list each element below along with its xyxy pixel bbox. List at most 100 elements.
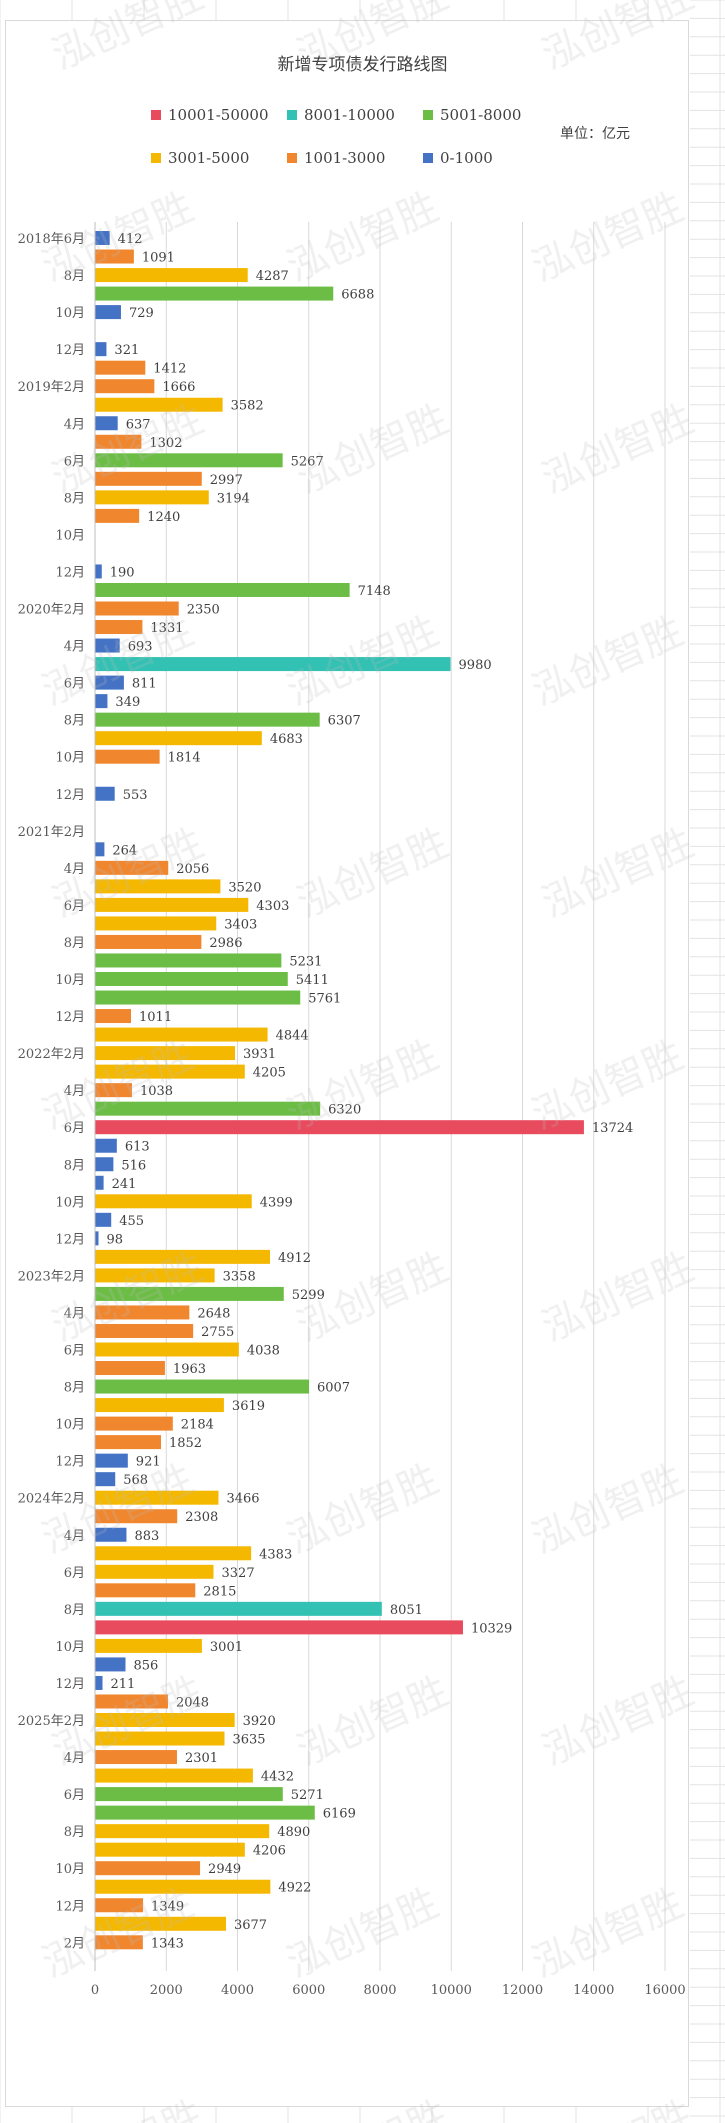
bar[interactable] [95,1323,194,1338]
bar[interactable] [95,1472,116,1487]
bar[interactable] [95,1416,173,1431]
watermark: 泓创智胜 [45,396,210,503]
bar[interactable] [95,1249,270,1264]
bar[interactable] [95,1453,128,1468]
bar[interactable] [95,1601,382,1616]
legend-item-3001-5000[interactable]: 3001-5000 [151,149,249,167]
bar[interactable] [95,675,124,690]
bar[interactable] [95,471,202,486]
bar[interactable] [95,1194,252,1209]
bar[interactable] [95,1861,201,1876]
bar[interactable] [95,249,134,264]
bar[interactable] [95,1620,463,1635]
bar[interactable] [95,1027,268,1042]
data-label: 613 [125,1140,150,1155]
bar[interactable] [95,842,105,857]
bar[interactable] [95,490,209,505]
bar[interactable] [95,1046,236,1061]
bar[interactable] [95,731,262,746]
bar[interactable] [95,1101,321,1116]
bar[interactable] [95,434,142,449]
bar[interactable] [95,620,143,635]
bar[interactable] [95,231,110,245]
bar[interactable] [95,1175,104,1190]
legend-item-10001-50000[interactable]: 10001-50000 [151,106,269,124]
bar[interactable] [95,1212,112,1227]
bar[interactable] [95,1546,252,1561]
bar[interactable] [95,916,217,931]
bar[interactable] [95,1713,235,1727]
bar[interactable] [95,1083,132,1098]
bar[interactable] [95,601,179,616]
bar[interactable] [95,879,221,894]
bar[interactable] [95,453,283,468]
bar[interactable] [95,953,282,968]
category-label: 8月 [64,491,85,506]
bar[interactable] [95,897,249,912]
legend-item-8001-10000[interactable]: 8001-10000 [287,106,395,124]
bar[interactable] [95,1805,315,1820]
bar[interactable] [95,416,118,431]
bar[interactable] [95,342,107,357]
bar[interactable] [95,1898,144,1913]
bar[interactable] [95,379,155,394]
bar[interactable] [95,268,248,283]
bar[interactable] [95,1490,219,1505]
bar[interactable] [95,564,102,579]
bar[interactable] [95,694,108,709]
bar[interactable] [95,1583,196,1598]
data-label: 4432 [261,1770,294,1785]
bar[interactable] [95,1398,224,1413]
bar[interactable] [95,1731,225,1746]
bar[interactable] [95,1824,270,1839]
bar[interactable] [95,1509,178,1524]
legend-item-1001-3000[interactable]: 1001-3000 [287,149,385,167]
bar[interactable] [95,582,350,597]
bar[interactable] [95,397,223,412]
bar[interactable] [95,1675,103,1690]
legend-item-0-1000[interactable]: 0-1000 [423,149,493,167]
bar[interactable] [95,1064,245,1079]
bar[interactable] [95,712,320,727]
bar[interactable] [95,657,451,672]
data-label: 3920 [243,1714,276,1729]
bar[interactable] [95,1694,168,1709]
bar[interactable] [95,1305,190,1320]
bar[interactable] [95,749,160,764]
bar[interactable] [95,1527,127,1542]
bar[interactable] [95,1657,126,1672]
bar[interactable] [95,1435,161,1450]
bar[interactable] [95,638,120,653]
bar[interactable] [95,1916,226,1931]
bar[interactable] [95,990,301,1005]
bar[interactable] [95,1879,271,1894]
bar[interactable] [95,1842,245,1857]
bar[interactable] [95,1231,99,1246]
bar[interactable] [95,1138,117,1153]
bar[interactable] [95,786,115,801]
bar[interactable] [95,1564,214,1579]
bar[interactable] [95,305,121,320]
bar[interactable] [95,1342,239,1357]
bar[interactable] [95,934,202,949]
bar[interactable] [95,1009,132,1024]
bar[interactable] [95,860,169,875]
bar[interactable] [95,972,288,986]
bar[interactable] [95,286,334,301]
bar[interactable] [95,1638,202,1653]
bar[interactable] [95,1268,215,1283]
bar[interactable] [95,508,140,523]
bar[interactable] [95,1768,253,1783]
bar[interactable] [95,1157,114,1172]
bar[interactable] [95,1750,177,1765]
chart-title: 新增专项债发行路线图 [277,55,448,75]
bar[interactable] [95,1787,283,1802]
bar[interactable] [95,360,146,375]
legend-item-5001-8000[interactable]: 5001-8000 [423,106,521,124]
bar[interactable] [95,1935,143,1950]
legend-swatch [423,153,433,163]
bar[interactable] [95,1361,165,1376]
bar[interactable] [95,1120,584,1135]
bar[interactable] [95,1286,284,1301]
bar[interactable] [95,1379,309,1394]
